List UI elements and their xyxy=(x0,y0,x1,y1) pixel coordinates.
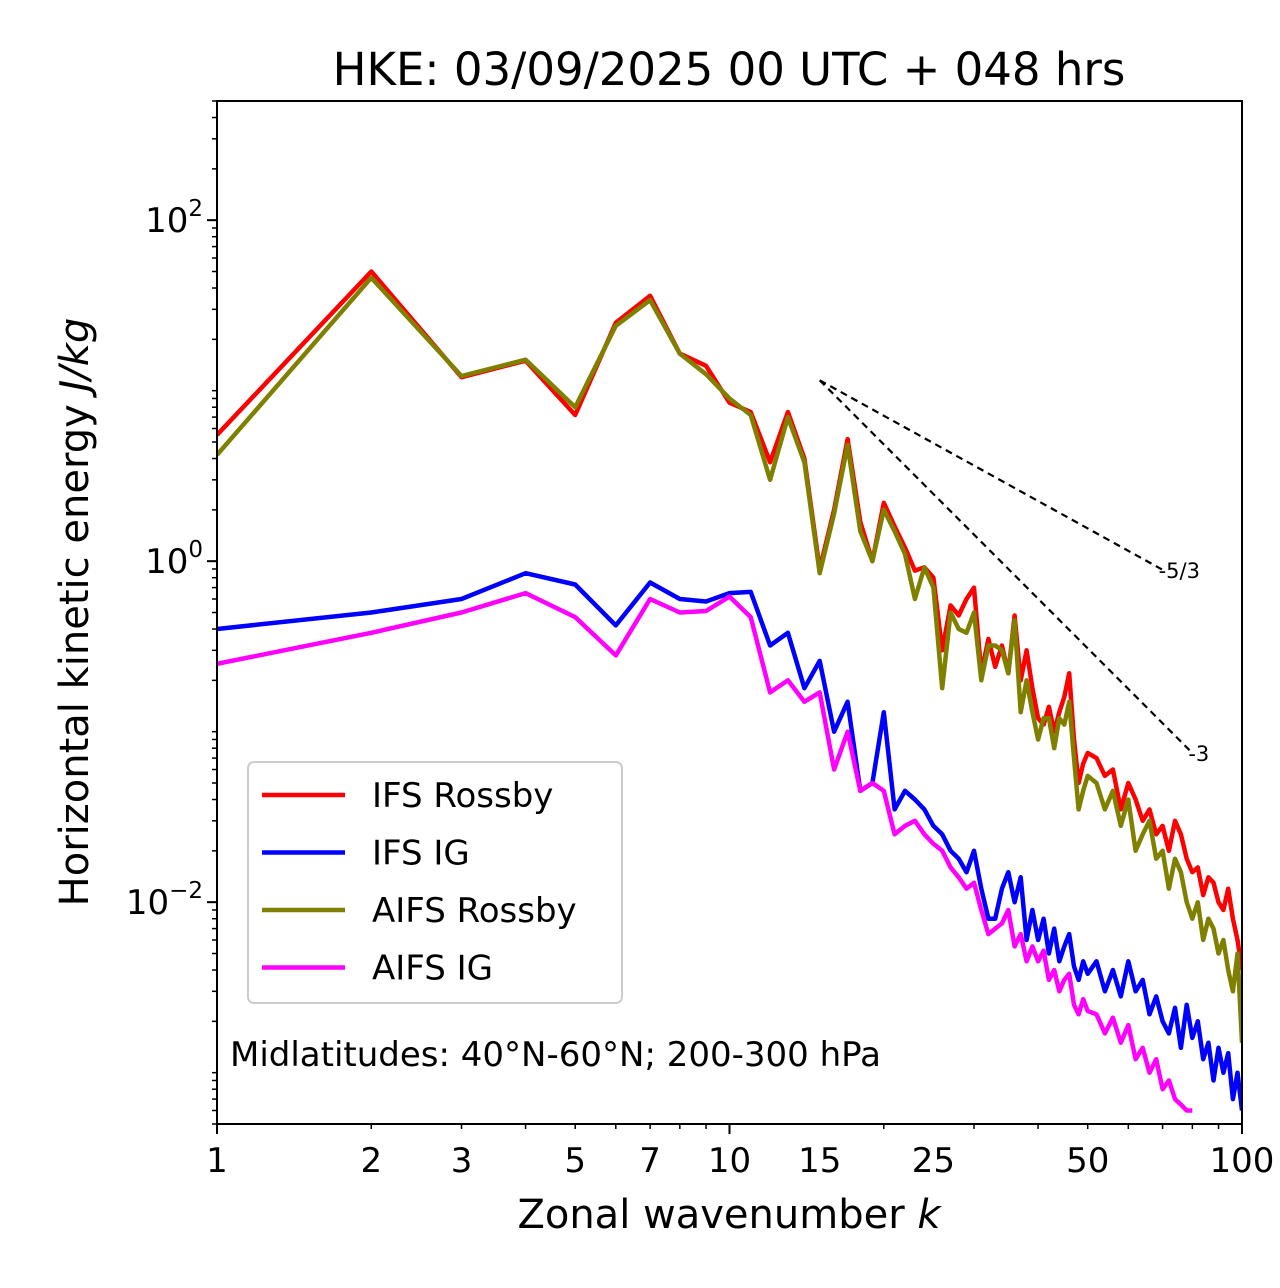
y-tick-label: 102 xyxy=(145,196,203,241)
y-axis-ticks: 102 100 10−2 xyxy=(126,100,217,1125)
legend-label-ifs-ig: IFS IG xyxy=(372,834,470,874)
y-axis-label: Horizontal kinetic energy J/kg xyxy=(52,318,98,907)
x-tick-label: 3 xyxy=(451,1141,473,1181)
x-tick-label: 50 xyxy=(1066,1141,1109,1181)
reference-line-label: -3 xyxy=(1188,742,1209,766)
legend-label-aifs-ig: AIFS IG xyxy=(372,949,493,989)
y-tick-label: 10−2 xyxy=(126,878,203,923)
legend-box xyxy=(247,761,623,1004)
x-tick-label: 2 xyxy=(360,1141,382,1181)
legend: IFS Rossby IFS IG AIFS Rossby AIFS IG xyxy=(247,761,623,1004)
x-tick-label: 25 xyxy=(912,1141,955,1181)
reference-line-slope xyxy=(819,379,1164,571)
series-line-aifs-rossby xyxy=(217,275,1242,1043)
x-tick-label: 5 xyxy=(564,1141,586,1181)
series-group xyxy=(217,269,1242,1113)
x-axis-label-variable: k xyxy=(917,1192,942,1238)
series-line-ifs-ig xyxy=(217,570,1242,1111)
reference-line-label: -5/3 xyxy=(1159,559,1200,583)
x-axis-label: Zonal wavenumber k xyxy=(517,1192,942,1238)
x-tick-label: 1 xyxy=(206,1141,228,1181)
x-axis-ticks: 1 2 3 5 7 10 15 25 50 100 xyxy=(206,1124,1274,1181)
legend-label-ifs-rossby: IFS Rossby xyxy=(372,776,553,816)
y-axis-label-text: Horizontal kinetic energy xyxy=(52,392,98,907)
x-tick-label: 15 xyxy=(798,1141,841,1181)
x-tick-label: 10 xyxy=(708,1141,751,1181)
region-annotation: Midlatitudes: 40°N-60°N; 200-300 hPa xyxy=(230,1035,881,1075)
series-line-aifs-ig xyxy=(217,590,1193,1113)
chart-title: HKE: 03/09/2025 00 UTC + 048 hrs xyxy=(333,43,1126,96)
y-tick-label: 100 xyxy=(145,537,203,582)
y-axis-label-unit: J/kg xyxy=(52,318,98,399)
reference-lines: -5/3 -3 xyxy=(818,379,1209,766)
reference-line-slope xyxy=(818,379,1194,754)
x-tick-label: 100 xyxy=(1210,1141,1275,1181)
x-axis-label-text: Zonal wavenumber xyxy=(517,1192,917,1238)
x-tick-label: 7 xyxy=(639,1141,661,1181)
legend-label-aifs-rossby: AIFS Rossby xyxy=(372,891,577,931)
